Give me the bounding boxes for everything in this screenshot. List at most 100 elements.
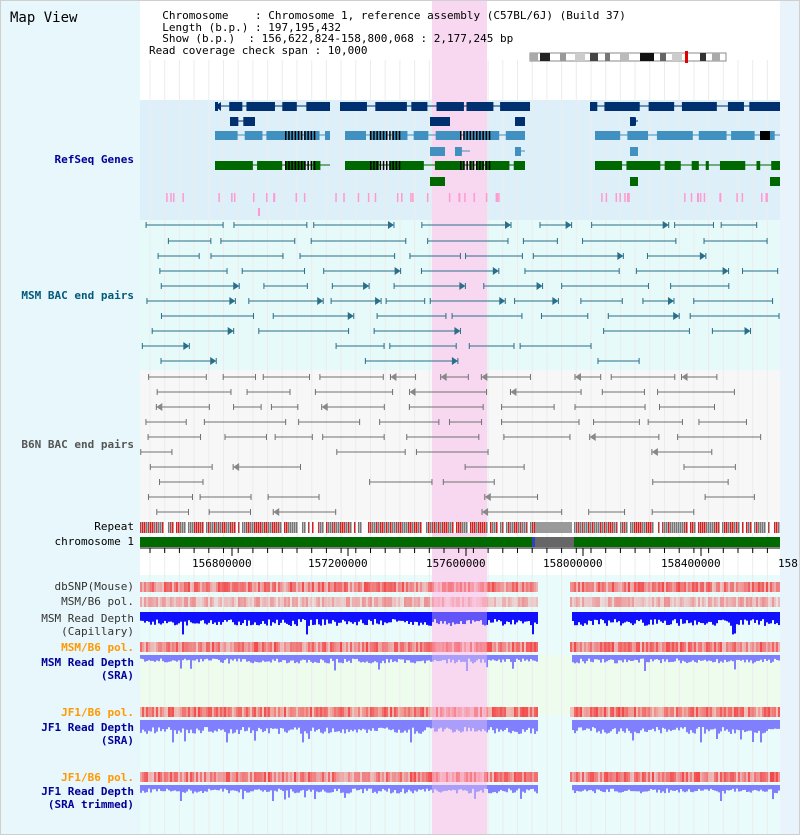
polymorphism-cell <box>536 642 538 652</box>
polymorphism-cell <box>304 707 306 717</box>
gene-exon-cluster <box>463 161 465 170</box>
track-label-chromosome[interactable]: chromosome 1 <box>54 535 134 548</box>
repeat-element <box>522 522 524 533</box>
read-depth-bar <box>426 785 428 789</box>
track-label-jf1-pol[interactable]: JF1/B6 pol. <box>61 706 134 719</box>
track-label-jf1-depth-trimmed[interactable]: JF1 Read Depth <box>41 785 134 798</box>
repeat-element <box>236 522 238 533</box>
polymorphism-cell <box>762 597 764 607</box>
track-label-repeat[interactable]: Repeat <box>94 520 134 533</box>
ideogram-band <box>700 53 706 61</box>
b6n-bac-arrow <box>273 508 280 516</box>
repeat-element <box>142 522 144 533</box>
read-depth-bar <box>284 785 286 800</box>
polymorphism-cell <box>536 772 538 782</box>
read-depth-bar <box>204 655 206 660</box>
b6n-bac-arrow <box>233 463 240 471</box>
track-label-msm-pol-2[interactable]: MSM/B6 pol. <box>61 641 134 654</box>
read-depth-bar <box>346 720 348 730</box>
refseq-snp-tick <box>182 193 184 202</box>
read-depth-bar <box>234 720 236 733</box>
polymorphism-cell <box>476 707 478 717</box>
polymorphism-cell <box>578 642 580 652</box>
track-label-jf1-depth-sra[interactable]: JF1 Read Depth <box>41 721 134 734</box>
repeat-element <box>702 522 704 533</box>
track-label-msm-pol[interactable]: MSM/B6 pol. <box>61 595 134 608</box>
read-depth-bar <box>142 785 144 791</box>
read-depth-bar <box>288 720 290 731</box>
read-depth-bar <box>204 785 206 792</box>
read-depth-bar <box>500 720 502 730</box>
read-depth-bar <box>596 785 598 790</box>
read-depth-bar <box>704 785 706 790</box>
polymorphism-cell <box>754 707 756 717</box>
repeat-element <box>636 522 638 533</box>
polymorphism-cell <box>504 597 506 607</box>
polymorphism-cell <box>678 597 680 607</box>
polymorphism-cell <box>750 582 752 592</box>
read-depth-bar <box>664 655 666 662</box>
polymorphism-cell <box>190 642 192 652</box>
polymorphism-cell <box>450 597 452 607</box>
track-label-msm-bac[interactable]: MSM BAC end pairs <box>21 289 134 302</box>
read-depth-bar <box>580 785 582 792</box>
read-depth-bar <box>404 720 406 731</box>
track-label-refseq[interactable]: RefSeq Genes <box>54 153 134 166</box>
polymorphism-cell <box>424 597 426 607</box>
polymorphism-cell <box>302 707 304 717</box>
polymorphism-cell <box>628 772 630 782</box>
track-label-msm-depth-capillary[interactable]: MSM Read Depth <box>41 612 134 625</box>
polymorphism-cell <box>688 707 690 717</box>
read-depth-bar <box>476 785 478 792</box>
read-depth-bar <box>372 720 374 729</box>
read-depth-bar <box>388 720 390 730</box>
read-depth-bar <box>616 612 618 623</box>
read-depth-bar <box>166 720 168 730</box>
repeat-element <box>430 522 432 533</box>
read-depth-bar <box>506 612 508 622</box>
read-depth-bar <box>578 655 580 664</box>
polymorphism-cell <box>158 642 160 652</box>
polymorphism-cell <box>626 772 628 782</box>
read-depth-bar <box>298 655 300 664</box>
read-depth-bar <box>354 655 356 660</box>
polymorphism-cell <box>594 582 596 592</box>
track-label-jf1-pol-2[interactable]: JF1/B6 pol. <box>61 771 134 784</box>
polymorphism-cell <box>416 707 418 717</box>
polymorphism-cell <box>212 582 214 592</box>
track-label-dbsnp[interactable]: dbSNP(Mouse) <box>54 580 134 593</box>
gene-exon-cluster <box>392 131 394 140</box>
polymorphism-cell <box>198 772 200 782</box>
read-depth-bar <box>524 720 526 732</box>
read-depth-bar <box>334 785 336 789</box>
polymorphism-cell <box>212 597 214 607</box>
polymorphism-cell <box>476 642 478 652</box>
polymorphism-cell <box>658 707 660 717</box>
polymorphism-cell <box>228 642 230 652</box>
read-depth-bar <box>638 612 640 622</box>
repeat-element <box>480 522 482 533</box>
polymorphism-cell <box>256 707 258 717</box>
polymorphism-cell <box>442 642 444 652</box>
track-label-b6n-bac[interactable]: B6N BAC end pairs <box>21 438 134 451</box>
read-depth-bar <box>276 655 278 659</box>
read-depth-bar <box>700 612 702 624</box>
polymorphism-cell <box>342 772 344 782</box>
polymorphism-cell <box>218 772 220 782</box>
polymorphism-cell <box>292 772 294 782</box>
polymorphism-cell <box>770 707 772 717</box>
axis-tick-label: 158 <box>778 557 798 570</box>
read-depth-bar <box>176 612 178 625</box>
read-depth-bar <box>194 720 196 734</box>
polymorphism-cell <box>418 582 420 592</box>
read-depth-bar <box>328 655 330 664</box>
msm-bac-arrow <box>451 357 458 365</box>
polymorphism-cell <box>482 597 484 607</box>
track-label-msm-depth-sra[interactable]: MSM Read Depth <box>41 656 134 669</box>
refseq-snp-tick <box>266 193 268 202</box>
read-depth-bar <box>512 785 514 793</box>
polymorphism-cell <box>288 582 290 592</box>
read-depth-bar <box>292 612 294 621</box>
